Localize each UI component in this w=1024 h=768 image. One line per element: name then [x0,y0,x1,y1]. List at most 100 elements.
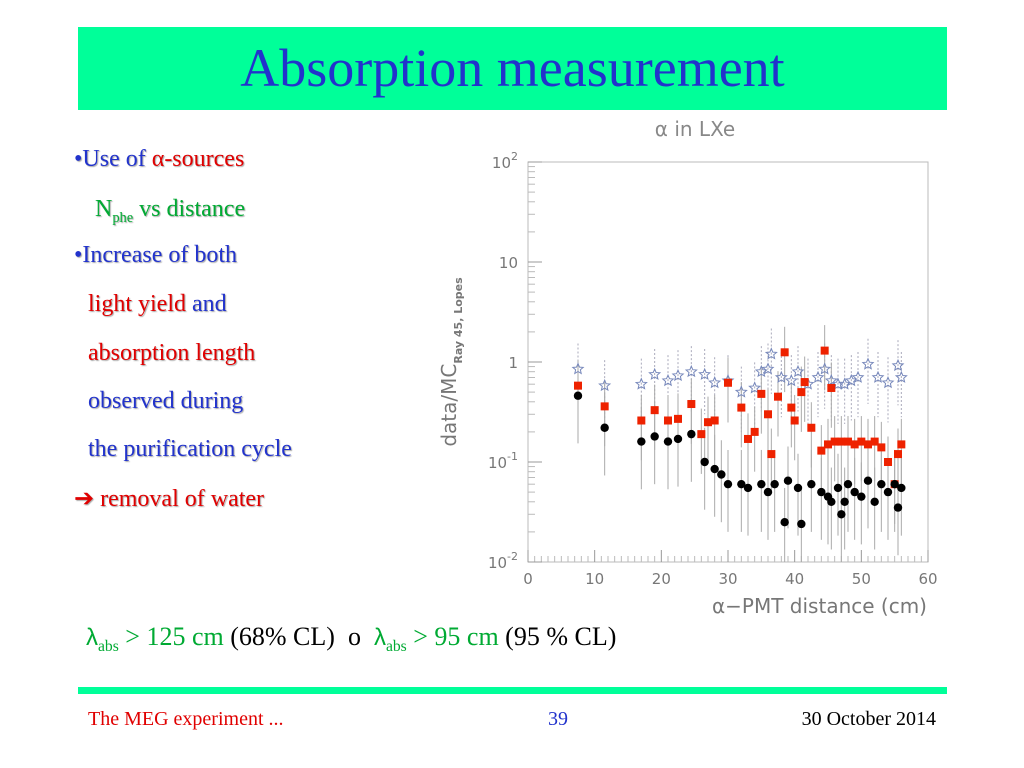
data-point-star [648,367,662,380]
data-point-circle [770,479,779,489]
data-point-circle [650,432,659,441]
data-point-circle [783,476,793,485]
data-point-square [797,388,806,397]
x-tick-label: 60 [918,570,937,588]
data-point-square [637,416,646,425]
result-line: λabs > 125 cm (68% CL) o λabs > 95 cm (9… [86,622,616,656]
x-tick-label: 30 [718,570,737,588]
data-point-circle [687,429,696,439]
data-point-square [600,402,609,411]
slide-title: Absorption measurement [240,38,785,98]
data-point-star [761,362,775,375]
data-point-circle [893,503,903,512]
bullet-observed: observed during [88,388,243,415]
x-tick-label: 0 [523,570,533,588]
data-point-circle [737,479,746,489]
data-point-circle [837,510,846,519]
y-tick-label: 1 [508,354,518,372]
data-point-square [664,416,672,425]
data-point-square [574,381,582,390]
data-point-square [767,450,776,459]
data-point-circle [883,487,893,497]
bullet-text-red: removal of water [94,486,265,512]
data-point-square [787,403,796,412]
data-point-star [811,370,825,383]
data-point-square [710,416,719,425]
data-point-square [817,446,826,455]
data-point-square [807,423,816,432]
data-point-circle [850,487,859,497]
data-point-circle [857,492,866,501]
data-point-star [774,370,788,383]
svg-text:data/MCRay 45, Lopes: data/MCRay 45, Lopes [437,277,465,447]
data-point-star [571,362,585,375]
points-layer [571,346,908,529]
title-bar: Absorption measurement [78,27,947,110]
data-point-star [894,370,908,383]
data-point-square [870,437,879,446]
data-point-circle [843,479,853,489]
data-point-square [894,450,902,459]
data-point-square [750,427,759,436]
data-point-circle [890,479,899,489]
lambda-sub: abs [98,638,119,656]
data-point-circle [817,487,826,497]
data-point-star [708,375,722,389]
bullet-text: and [186,291,227,317]
data-point-square [820,346,829,355]
bullet-text: Increase of both [82,242,237,268]
data-point-star [824,373,838,387]
data-point-star [791,364,805,378]
result-cl-1: (68% CL) [223,622,335,651]
footer-page-number: 39 [548,708,568,730]
data-point-circle [573,391,583,400]
data-point-circle [710,464,719,474]
data-point-circle [723,479,733,489]
bullet-text: Use of [82,146,152,172]
footer-divider [78,687,947,694]
data-point-circle [600,423,609,432]
data-point-square [824,440,832,449]
data-point-square [864,440,872,449]
data-point-circle [807,479,816,489]
data-point-star [851,370,865,383]
x-tick-label: 10 [585,570,604,588]
data-point-square [857,437,866,446]
y-axis-label: data/MCRay 45, Lopes [437,277,465,447]
tick-layer: 0 10 20 30 40 50 60 10-2 10-1 1 10 102 [488,150,938,588]
nphe-sub: phe [112,209,134,226]
data-point-star [684,364,698,378]
data-point-circle [870,497,879,506]
bullet-increase: •Increase of both [74,242,237,269]
data-point-square [780,348,789,357]
data-point-star [734,385,748,398]
data-point-circle [863,476,873,485]
data-point-circle [673,434,683,444]
bullet-text-red: -sources [164,146,245,172]
result-value-2: > 95 cm [406,622,499,651]
x-tick-label: 40 [785,570,804,588]
data-point-square [884,458,892,466]
data-point-square [790,416,799,425]
data-point-star [891,358,905,372]
data-point-circle [663,437,673,446]
x-axis-label: α−PMT distance (cm) [712,594,927,618]
data-point-square [650,406,659,415]
data-point-square [737,403,746,412]
x-tick-label: 20 [652,570,671,588]
bullet-text-red: light yield [88,291,186,317]
data-point-square [877,443,886,452]
data-point-square [830,437,839,446]
chart-title: α in LXe [655,117,735,141]
data-point-circle [717,470,726,479]
data-point-square [844,437,852,446]
data-point-circle [827,497,836,506]
data-point-star [634,377,648,390]
result-cl-2: (95 % CL) [498,622,617,651]
y-tick-label: 102 [492,150,518,172]
data-point-star [698,367,712,380]
data-point-square [687,400,696,409]
data-point-circle [757,479,766,489]
lambda-symbol: λ [373,624,386,651]
result-or: o [334,622,374,651]
